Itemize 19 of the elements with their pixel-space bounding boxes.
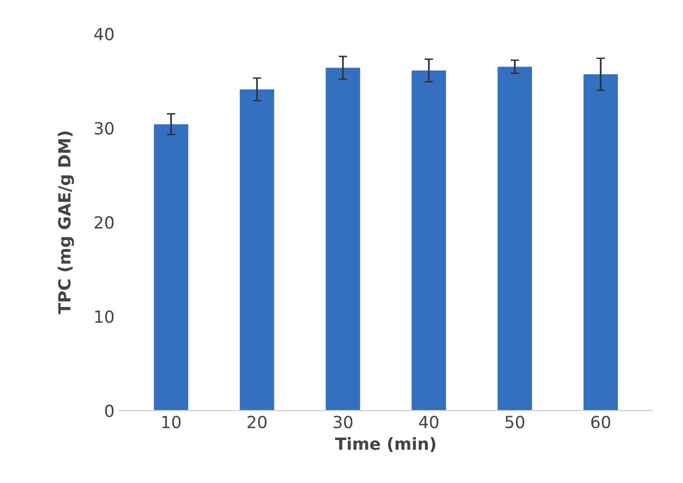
x-tick-label: 40	[419, 416, 438, 428]
y-tick-label: 30	[94, 122, 114, 135]
x-axis-title: Time (min)	[335, 437, 436, 452]
y-axis-title: TPC (mg GAE/g DM)	[58, 132, 74, 314]
bar	[584, 74, 618, 411]
x-tick-label: 60	[591, 416, 610, 428]
bar	[412, 70, 446, 411]
bar	[326, 68, 360, 411]
x-tick-label: 50	[505, 416, 524, 428]
bar	[154, 124, 188, 411]
bar	[240, 89, 274, 411]
y-tick-label: 10	[95, 310, 114, 323]
y-tick-label: 40	[94, 28, 114, 40]
x-tick-label: 30	[334, 416, 352, 428]
x-tick-label: 20	[248, 416, 267, 428]
y-tick-label: 0	[105, 404, 114, 418]
y-tick-label: 20	[94, 216, 114, 229]
x-tick-label: 10	[162, 416, 181, 428]
bar	[498, 66, 532, 411]
